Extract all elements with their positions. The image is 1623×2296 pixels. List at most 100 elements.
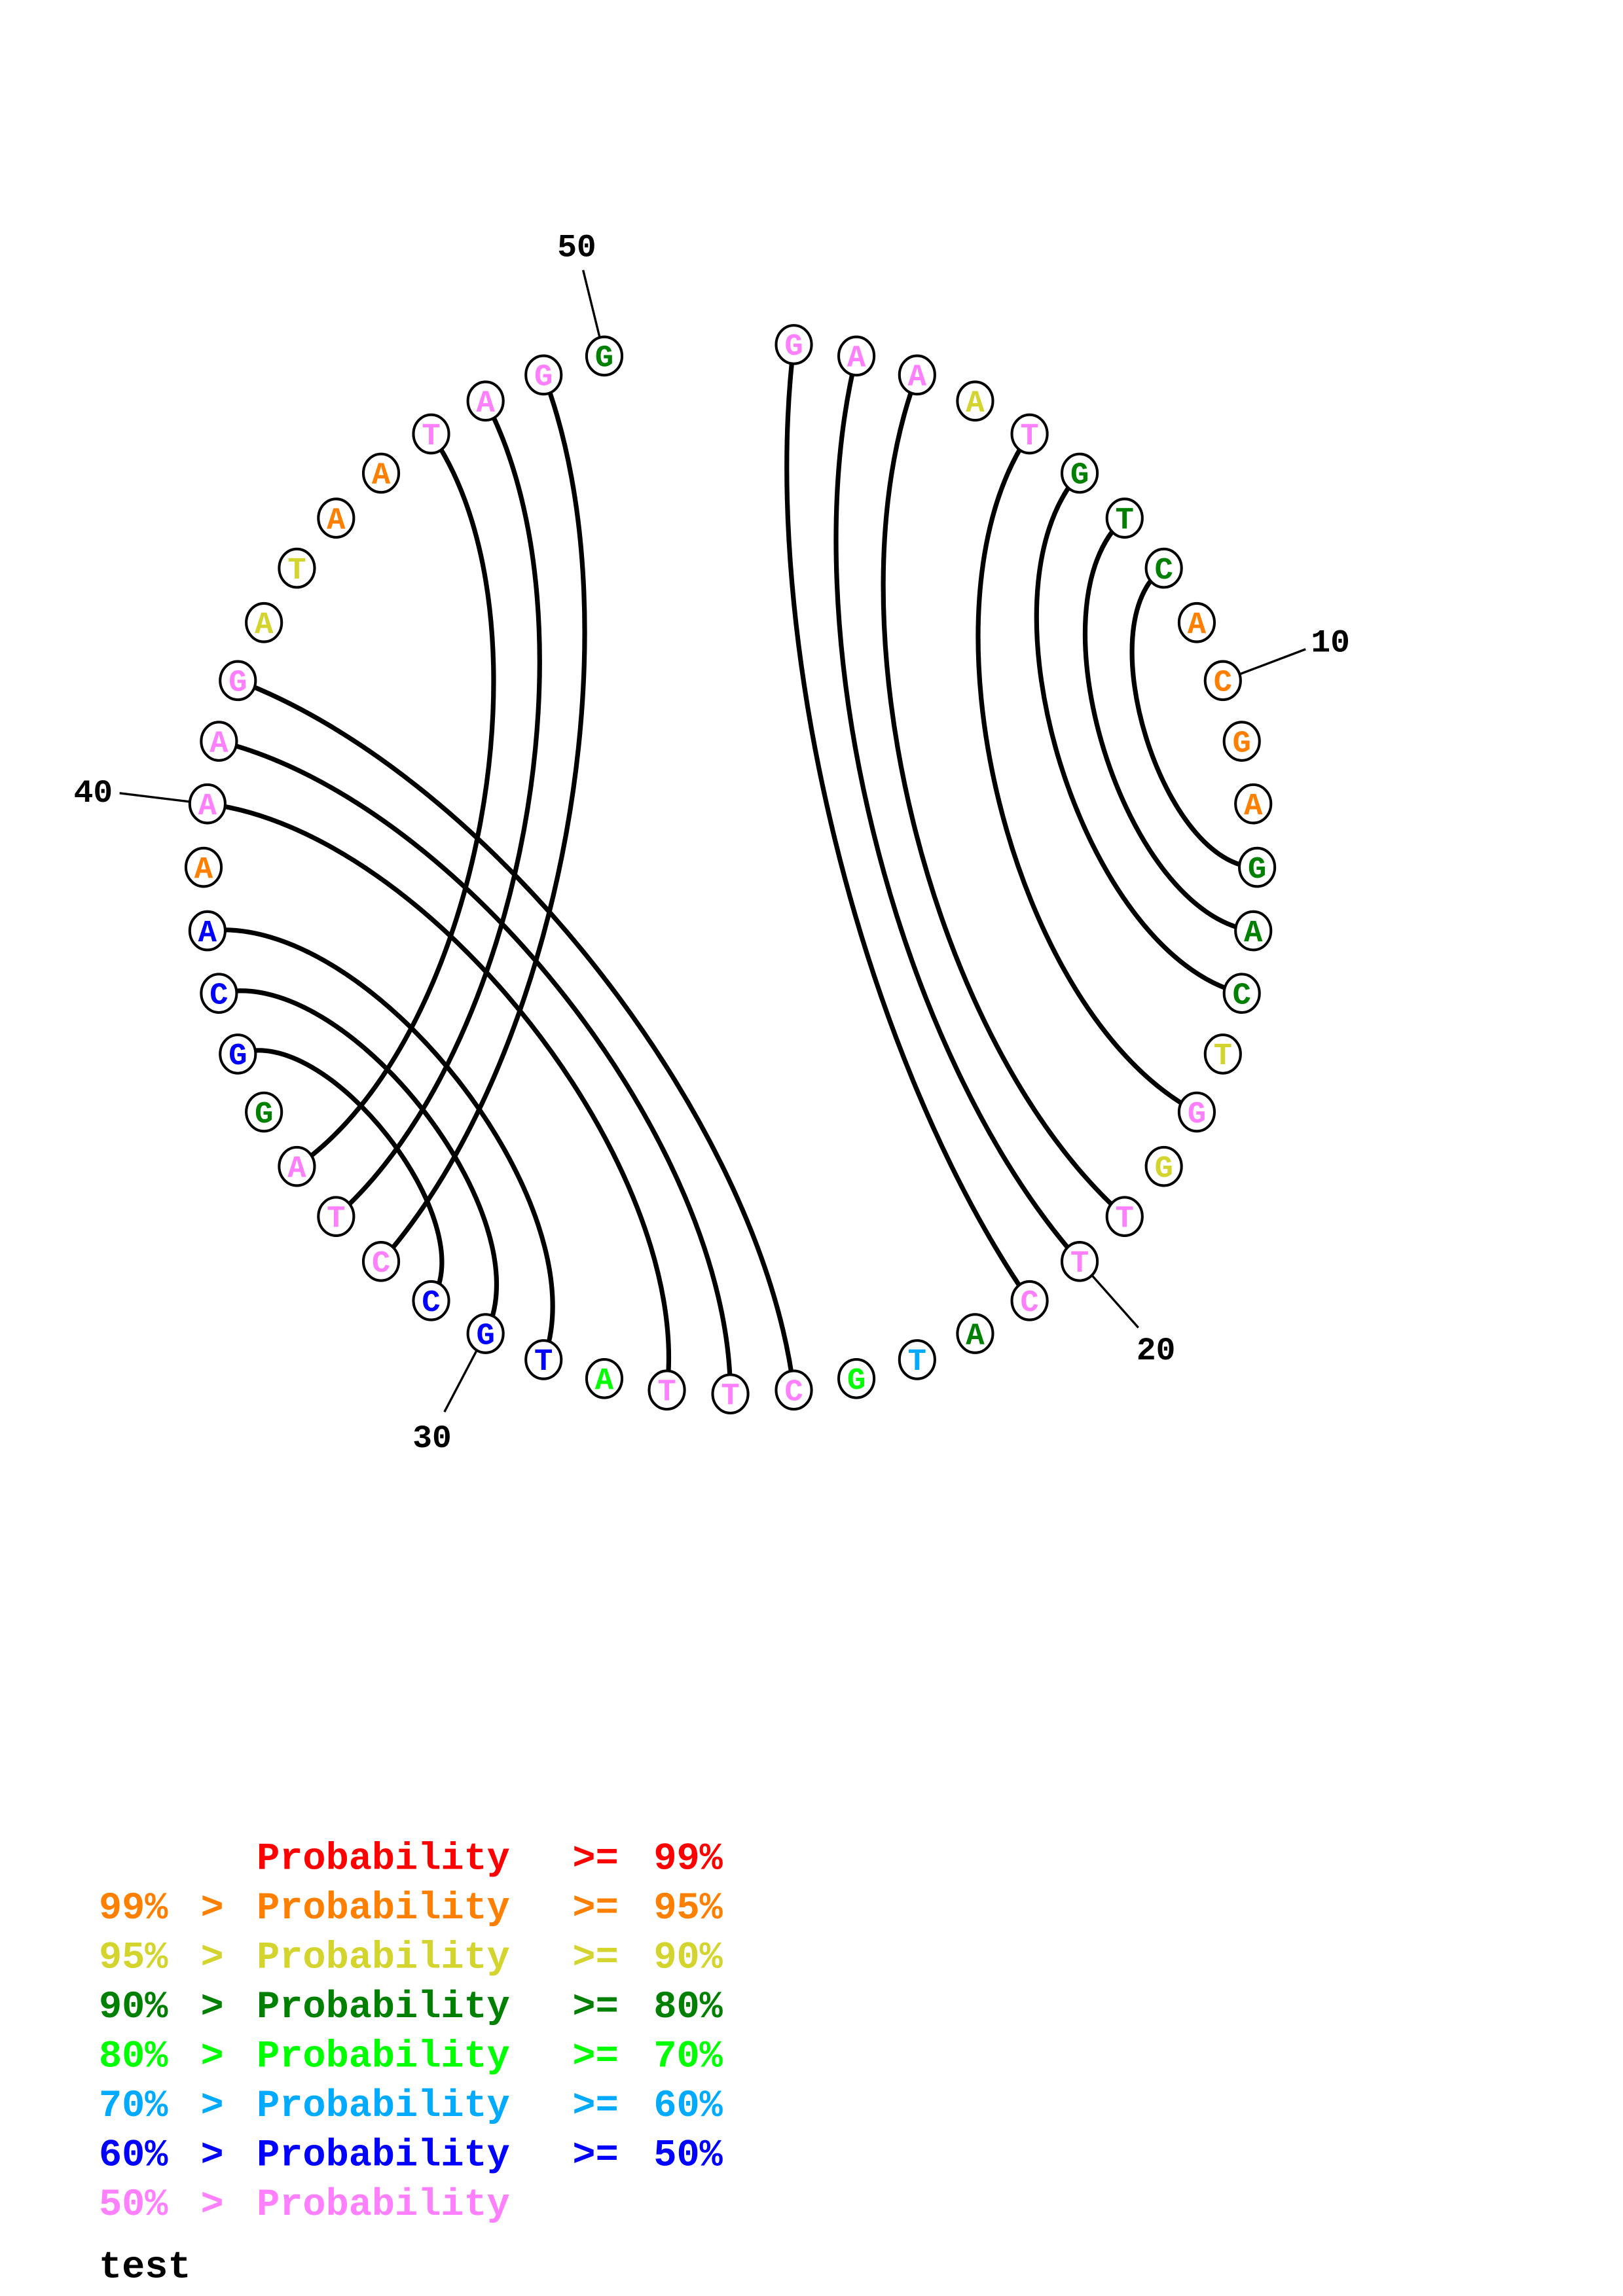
base-pair-arc bbox=[784, 344, 1032, 1302]
nucleotide-circle bbox=[1238, 846, 1277, 888]
nucleotide-1: G bbox=[775, 324, 813, 365]
legend-text: Probability bbox=[257, 2183, 510, 2227]
legend-lower: 95% bbox=[99, 1935, 168, 1979]
nucleotide-circle bbox=[585, 1357, 624, 1399]
nucleotide-circle bbox=[1222, 973, 1261, 1014]
base-pair-arc bbox=[881, 374, 1127, 1219]
position-tick bbox=[582, 270, 602, 340]
nucleotide-letter: A bbox=[966, 387, 985, 422]
nucleotide-circle bbox=[219, 660, 257, 702]
base-pair-arc bbox=[1129, 566, 1258, 870]
nucleotide-circle bbox=[1144, 1145, 1183, 1187]
legend-separator: > bbox=[200, 1935, 223, 1979]
position-tick bbox=[443, 1348, 479, 1413]
nucleotide-circle bbox=[898, 1339, 936, 1380]
nucleotide-circle bbox=[837, 335, 876, 377]
caption: test bbox=[99, 2246, 191, 2289]
nucleotide-26: T bbox=[711, 1373, 750, 1415]
nucleotide-circle bbox=[200, 973, 238, 1014]
nucleotide-36: G bbox=[219, 1033, 257, 1075]
nucleotide-48: A bbox=[466, 380, 505, 422]
nucleotide-32: C bbox=[361, 1241, 401, 1282]
nucleotide-19: T bbox=[1105, 1196, 1144, 1237]
legend-operator: >= bbox=[572, 2133, 618, 2177]
nucleotide-47: T bbox=[412, 413, 450, 455]
nucleotide-circle bbox=[647, 1369, 686, 1411]
nucleotide-letter: A bbox=[476, 387, 495, 422]
nucleotide-letter: A bbox=[198, 789, 217, 824]
nucleotide-13: G bbox=[1238, 846, 1277, 888]
nucleotide-37: C bbox=[200, 973, 238, 1014]
nucleotide-letter: C bbox=[1020, 1286, 1038, 1321]
legend-lower: 80% bbox=[99, 2034, 168, 2078]
nucleotide-23: T bbox=[898, 1339, 936, 1380]
nucleotide-circle bbox=[412, 413, 450, 455]
nucleotide-letter: A bbox=[372, 459, 391, 493]
nucleotide-10: C bbox=[1203, 660, 1242, 702]
nucleotide-circle bbox=[775, 1369, 813, 1411]
nucleotide-letter: T bbox=[908, 1345, 926, 1380]
nucleotide-letter: G bbox=[1070, 459, 1089, 493]
base-pair-arc bbox=[1083, 516, 1254, 933]
nucleotide-8: C bbox=[1144, 547, 1183, 589]
nucleotide-letter: T bbox=[534, 1345, 553, 1380]
nucleotide-letter: T bbox=[422, 420, 440, 454]
legend-operator: >= bbox=[572, 2034, 618, 2078]
nucleotide-circle bbox=[200, 721, 238, 762]
legend-operator: >= bbox=[572, 1985, 618, 2029]
position-label: 30 bbox=[412, 1420, 452, 1457]
nucleotide-circle bbox=[184, 846, 223, 888]
nucleotide-40: A bbox=[188, 783, 227, 825]
nucleotides: G AAATGTCACGAGACTGGTTCATGCTTATGCCTAGGCAAA… bbox=[184, 324, 1277, 1415]
nucleotide-circle bbox=[1144, 547, 1183, 589]
base-pair-arc bbox=[207, 801, 672, 1391]
nucleotide-letter: G bbox=[784, 330, 803, 365]
nucleotide-7: T bbox=[1105, 497, 1144, 539]
nucleotide-letter: A bbox=[194, 853, 213, 888]
legend-separator: > bbox=[200, 2133, 223, 2177]
nucleotide-circle bbox=[956, 1313, 994, 1354]
nucleotide-circle bbox=[219, 1033, 257, 1075]
base-pair-arcs bbox=[207, 344, 1258, 1394]
nucleotide-circle bbox=[585, 335, 624, 377]
nucleotide-circle bbox=[317, 1196, 356, 1237]
position-labels: 10 20 30 40 50 bbox=[74, 229, 1350, 1457]
nucleotide-circle bbox=[361, 1241, 401, 1282]
nucleotide-letter: C bbox=[1233, 978, 1251, 1013]
nucleotide-circle bbox=[837, 1357, 876, 1399]
nucleotide-letter: T bbox=[1214, 1039, 1232, 1074]
nucleotide-14: A bbox=[1234, 910, 1273, 952]
legend-separator: > bbox=[200, 1886, 223, 1930]
base-pair-arc bbox=[237, 678, 797, 1391]
legend-separator: > bbox=[200, 2183, 223, 2227]
nucleotide-letter: T bbox=[1116, 1202, 1134, 1236]
base-pair-arc bbox=[334, 400, 542, 1219]
nucleotide-50: G bbox=[585, 335, 624, 377]
position-label: 40 bbox=[74, 775, 113, 812]
legend-row: 90% > Probability >= 80% bbox=[99, 1985, 723, 2029]
nucleotide-letter: G bbox=[476, 1319, 494, 1354]
nucleotide-17: G bbox=[1177, 1091, 1216, 1133]
probability-legend: Probability >= 99% 99% > Probability >= 95% 95% >… bbox=[99, 1837, 723, 2226]
legend-upper: 90% bbox=[653, 1935, 723, 1979]
nucleotide-letter: A bbox=[966, 1319, 985, 1354]
nucleotide-letter: G bbox=[1233, 726, 1251, 761]
nucleotide-18: G bbox=[1144, 1145, 1183, 1187]
base-pair-arc bbox=[207, 927, 555, 1361]
nucleotide-42: G bbox=[219, 660, 257, 702]
nucleotide-3: A bbox=[898, 354, 936, 396]
nucleotide-circle bbox=[898, 354, 936, 396]
legend-separator: > bbox=[200, 2084, 223, 2128]
nucleotide-41: A bbox=[200, 721, 238, 762]
nucleotide-letter: G bbox=[1188, 1098, 1206, 1132]
legend-text: Probability bbox=[257, 2034, 510, 2078]
nucleotide-5: T bbox=[1010, 413, 1049, 455]
nucleotide-circle bbox=[278, 1145, 316, 1187]
legend-row: Probability >= 99% bbox=[257, 1837, 723, 1880]
legend-lower: 70% bbox=[99, 2084, 168, 2128]
nucleotide-letter: G bbox=[1248, 853, 1266, 888]
nucleotide-16: T bbox=[1203, 1033, 1242, 1075]
legend-upper: 60% bbox=[653, 2084, 723, 2128]
legend-row: 80% > Probability >= 70% bbox=[99, 2034, 723, 2078]
legend-row: 50% > Probability bbox=[99, 2183, 510, 2227]
